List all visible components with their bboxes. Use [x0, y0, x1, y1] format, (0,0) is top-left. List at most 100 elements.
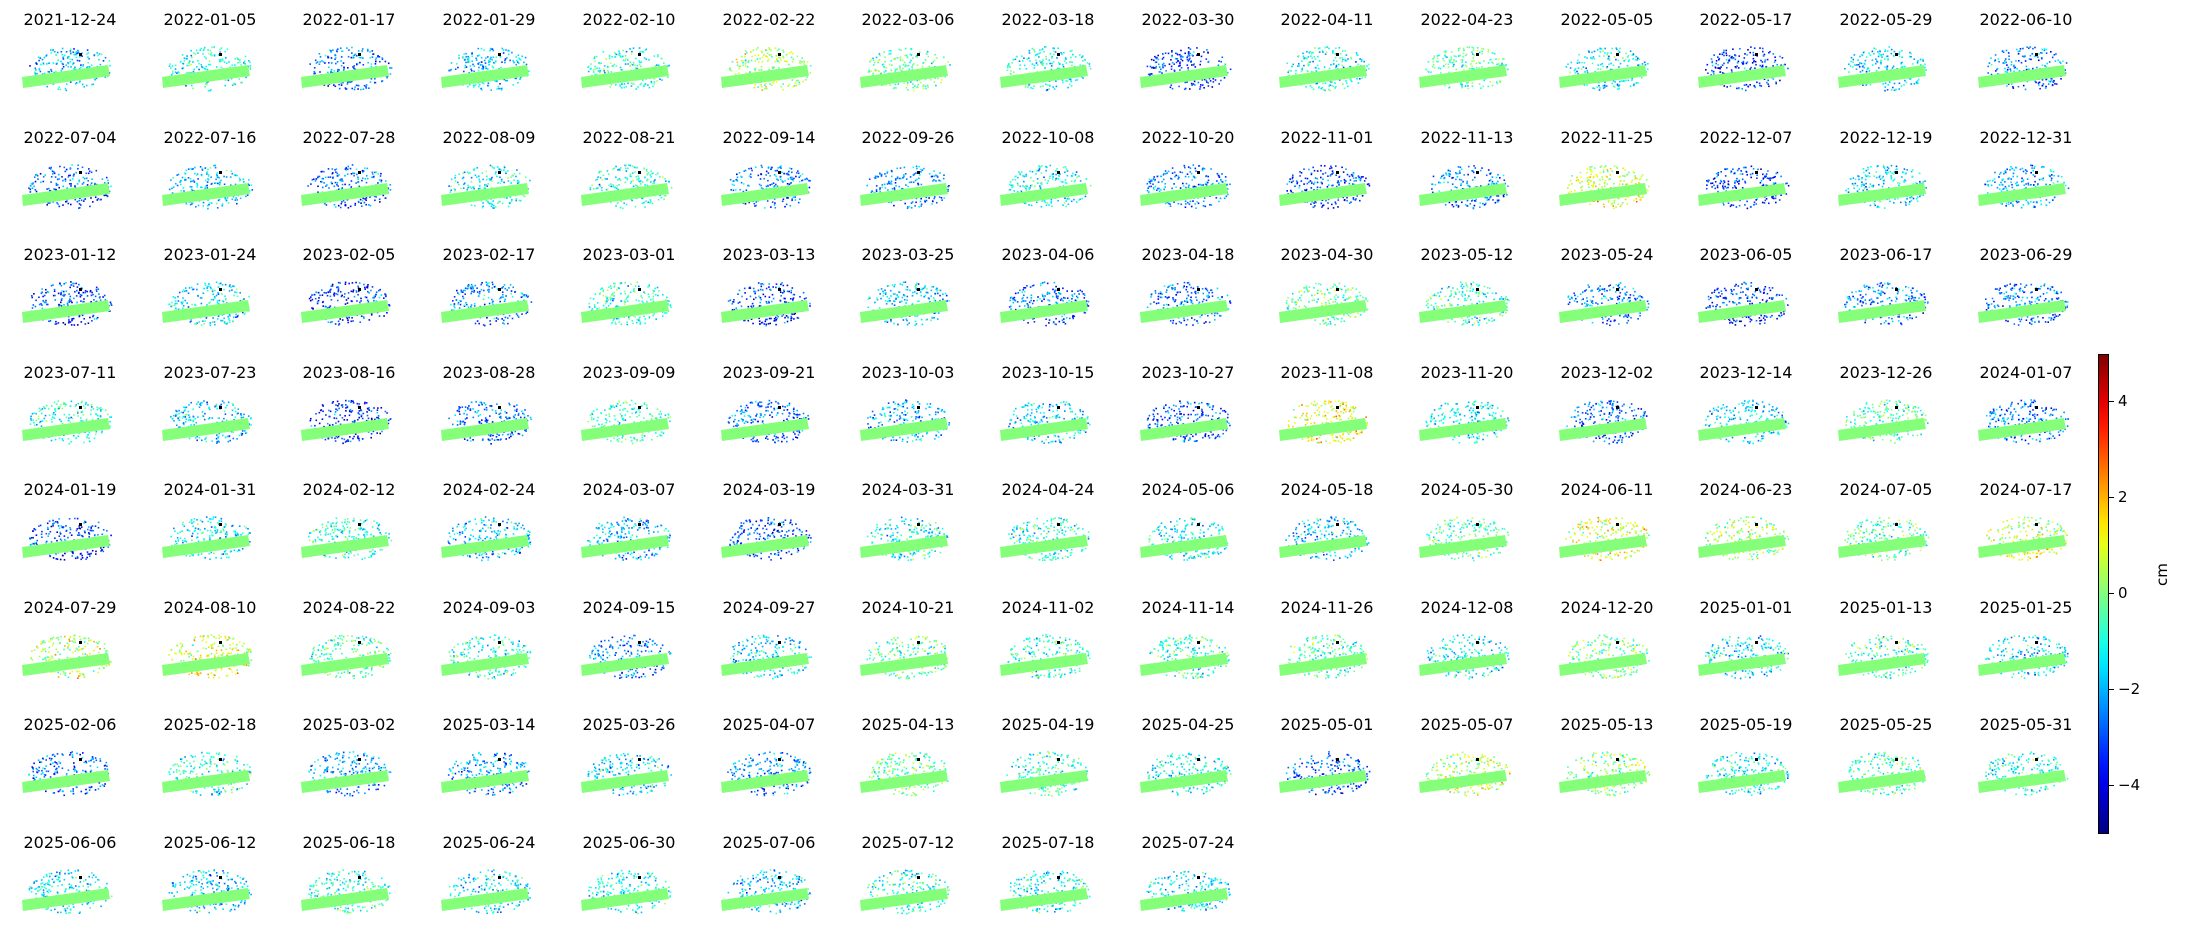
- displacement-point: [2019, 48, 2022, 50]
- displacement-point: [2021, 55, 2024, 58]
- displacement-point: [1565, 66, 1568, 68]
- displacement-point: [1030, 176, 1032, 179]
- displacement-point: [365, 203, 367, 206]
- displacement-point: [1866, 68, 1868, 71]
- displacement-point: [795, 84, 798, 87]
- displacement-point: [1426, 70, 1429, 72]
- displacement-point: [795, 175, 797, 178]
- displacement-point: [922, 85, 924, 88]
- displacement-point: [1035, 54, 1037, 56]
- displacement-point: [745, 72, 748, 74]
- displacement-point: [888, 63, 891, 66]
- displacement-point: [743, 170, 745, 172]
- displacement-point: [1892, 86, 1894, 89]
- displacement-point: [66, 187, 68, 189]
- displacement-point: [187, 168, 190, 170]
- displacement-point: [1223, 77, 1226, 79]
- displacement-point: [1020, 171, 1023, 173]
- displacement-point: [1768, 85, 1770, 88]
- displacement-point: [1862, 84, 1864, 86]
- displacement-point: [904, 202, 906, 205]
- displacement-point: [761, 89, 764, 91]
- displacement-point: [75, 53, 77, 56]
- displacement-point: [477, 69, 480, 72]
- displacement-point: [1588, 51, 1590, 53]
- displacement-point: [731, 61, 734, 63]
- displacement-point: [478, 180, 481, 182]
- displacement-point: [769, 184, 771, 186]
- displacement-point: [1298, 63, 1300, 65]
- displacement-point: [1327, 88, 1330, 91]
- displacement-point: [906, 56, 909, 59]
- displacement-point: [914, 205, 916, 207]
- displacement-point: [1768, 51, 1770, 54]
- displacement-point: [1051, 178, 1054, 180]
- displacement-point: [910, 206, 913, 209]
- displacement-point: [369, 56, 372, 59]
- displacement-point: [1306, 70, 1309, 72]
- displacement-point: [611, 65, 614, 67]
- displacement-point: [510, 200, 513, 203]
- displacement-point: [462, 172, 464, 174]
- displacement-point: [1875, 58, 1877, 60]
- displacement-point: [619, 167, 622, 169]
- displacement-point: [1458, 55, 1460, 57]
- displacement-point: [323, 170, 325, 173]
- displacement-point: [1027, 86, 1029, 88]
- displacement-point: [638, 180, 640, 182]
- displacement-point: [1073, 180, 1076, 183]
- displacement-point: [1347, 58, 1349, 60]
- displacement-point: [334, 85, 337, 88]
- displacement-point: [918, 165, 920, 168]
- displacement-point: [66, 83, 68, 85]
- displacement-point: [94, 183, 96, 186]
- displacement-point: [492, 49, 495, 52]
- displacement-point: [610, 71, 613, 73]
- displacement-point: [799, 60, 801, 62]
- displacement-point: [1495, 58, 1497, 60]
- displacement-point: [1599, 51, 1602, 53]
- displacement-point: [494, 80, 496, 82]
- displacement-point: [644, 49, 647, 51]
- displacement-point: [1305, 86, 1307, 88]
- displacement-point: [1577, 67, 1580, 69]
- displacement-point: [598, 183, 601, 186]
- displacement-point: [1598, 84, 1600, 87]
- displacement-point: [776, 178, 778, 180]
- displacement-point: [616, 202, 619, 205]
- displacement-point: [791, 178, 793, 181]
- displacement-point: [214, 166, 217, 169]
- displacement-point: [776, 81, 778, 83]
- displacement-point: [773, 81, 775, 83]
- displacement-point: [754, 67, 757, 69]
- displacement-point: [594, 68, 597, 70]
- displacement-point: [248, 179, 250, 181]
- displacement-point: [1732, 48, 1734, 50]
- displacement-point: [357, 84, 360, 87]
- displacement-panel: 2022-07-28: [279, 128, 419, 246]
- displacement-point: [90, 182, 93, 184]
- displacement-point: [371, 173, 374, 175]
- displacement-point: [2018, 50, 2021, 52]
- displacement-point: [1049, 85, 1051, 87]
- displacement-point: [230, 184, 232, 186]
- displacement-point: [478, 84, 481, 86]
- displacement-point: [336, 50, 338, 53]
- displacement-point: [1877, 51, 1879, 53]
- displacement-point: [1617, 85, 1620, 87]
- displacement-point: [46, 188, 48, 190]
- displacement-point: [2053, 54, 2056, 56]
- displacement-point: [787, 85, 789, 87]
- displacement-point: [938, 179, 940, 182]
- displacement-point: [1631, 54, 1634, 56]
- displacement-point: [63, 166, 66, 169]
- displacement-point: [234, 174, 237, 177]
- displacement-point: [595, 179, 597, 181]
- displacement-point: [511, 174, 514, 177]
- displacement-point: [493, 207, 495, 209]
- displacement-point: [1585, 67, 1587, 69]
- displacement-point: [770, 54, 772, 56]
- displacement-point: [598, 70, 601, 72]
- displacement-point: [621, 207, 624, 210]
- panel-scatter-map: [1419, 46, 1509, 90]
